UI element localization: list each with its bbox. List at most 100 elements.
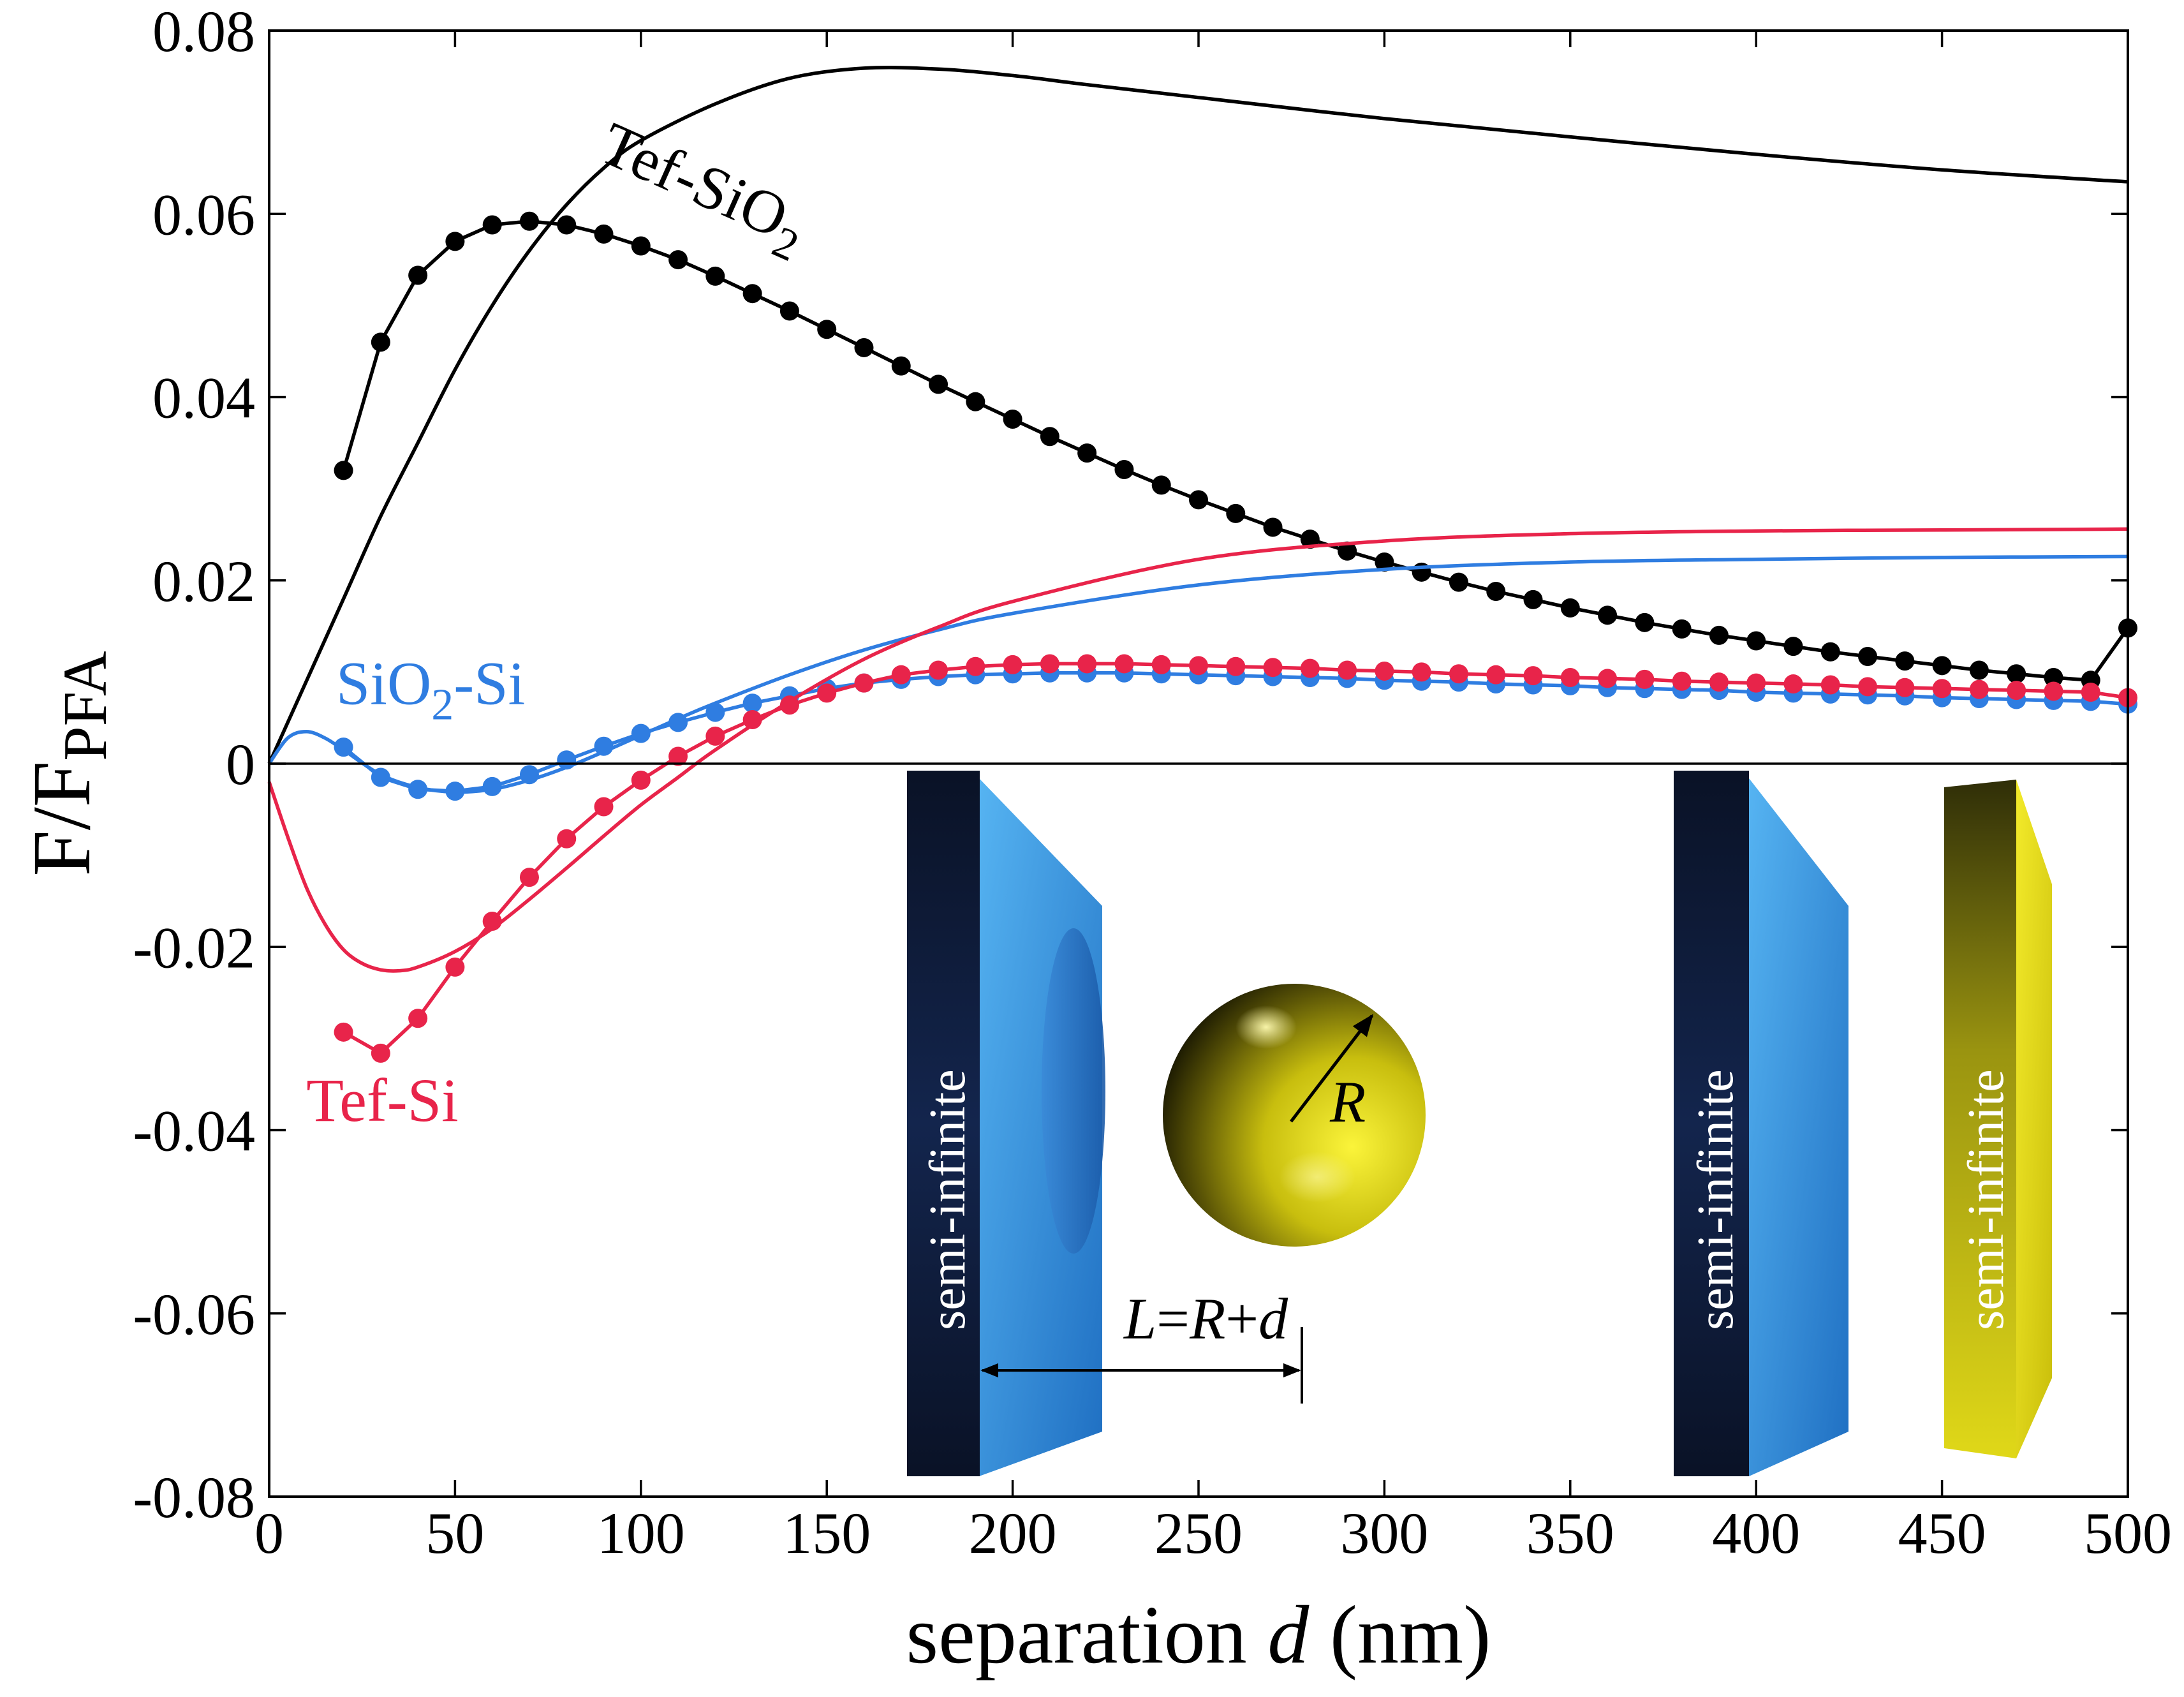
data-point: [334, 461, 353, 480]
data-point: [1560, 667, 1580, 687]
x-axis-label: separation d (nm): [906, 1589, 1491, 1681]
data-point: [1077, 443, 1097, 463]
data-point: [742, 693, 762, 713]
data-point: [1895, 678, 1915, 697]
data-point: [519, 868, 539, 887]
data-point: [929, 660, 948, 680]
series-label-tef_sio2: Tef-SiO2: [586, 109, 818, 272]
data-point: [705, 726, 725, 746]
sphere: R: [1163, 984, 1426, 1247]
y-tick-label: -0.04: [133, 1099, 255, 1164]
data-point: [1189, 490, 1208, 510]
distance-label: L=R+d: [1123, 1286, 1288, 1351]
data-point: [1114, 654, 1134, 674]
data-point: [1932, 679, 1952, 699]
data-point: [1003, 655, 1022, 674]
series-label-sio2_si: SiO2-Si: [336, 649, 525, 730]
data-point: [1598, 605, 1618, 625]
data-point: [1003, 409, 1022, 429]
middle-plate: semi-infinite: [1674, 771, 1848, 1476]
data-point: [2007, 681, 2026, 700]
data-point: [408, 1009, 428, 1028]
data-point: [1449, 664, 1468, 684]
left-plate-label: semi-infinite: [920, 1069, 976, 1330]
y-tick-label: 0.06: [152, 182, 255, 247]
data-point: [1189, 656, 1208, 676]
data-point: [1523, 589, 1543, 609]
x-tick-label: 0: [255, 1501, 284, 1566]
x-tick-label: 300: [1340, 1501, 1428, 1566]
x-tick-label: 400: [1712, 1501, 1800, 1566]
data-point: [779, 301, 799, 321]
data-point: [742, 284, 762, 304]
data-point: [1598, 669, 1618, 688]
middle-plate-label: semi-infinite: [1688, 1069, 1744, 1330]
data-point: [1969, 679, 1989, 699]
data-point: [557, 829, 577, 848]
data-point: [1783, 674, 1803, 694]
data-point: [1746, 673, 1766, 693]
y-axis-label: F/FPFA: [16, 651, 120, 876]
data-point: [1820, 642, 1840, 662]
series-annotations: Tef-SiO2 SiO2-Si Tef-Si: [306, 109, 818, 1135]
series-4: [267, 527, 2129, 973]
data-point: [966, 656, 985, 676]
data-point: [1226, 503, 1246, 523]
data-point: [1300, 658, 1320, 678]
series-line: [267, 66, 2129, 765]
data-point: [631, 723, 651, 743]
data-point: [929, 374, 948, 394]
data-point: [854, 673, 874, 693]
series-line: [341, 219, 2130, 683]
data-point: [1040, 654, 1059, 674]
series-layer: [267, 66, 2137, 1063]
data-point: [1709, 625, 1729, 645]
x-tick-label: 200: [969, 1501, 1057, 1566]
data-point: [334, 737, 353, 757]
data-point: [1375, 552, 1394, 572]
y-tick-label: 0.04: [152, 366, 255, 431]
left-plate: semi-infinite: [907, 771, 1105, 1476]
data-point: [519, 765, 539, 785]
data-point: [1746, 631, 1766, 651]
data-point: [631, 236, 651, 256]
data-point: [705, 702, 725, 722]
data-point: [1263, 517, 1283, 537]
data-point: [1635, 612, 1655, 632]
y-tick-label: -0.02: [133, 915, 255, 980]
data-point: [371, 332, 390, 352]
data-point: [1226, 656, 1246, 676]
series-0: [267, 66, 2129, 765]
series-line: [343, 662, 2129, 1055]
data-point: [482, 912, 502, 931]
y-tick-label: 0: [226, 732, 255, 797]
data-point: [371, 1043, 390, 1063]
data-point: [1820, 675, 1840, 695]
axis-tick-labels: 0 50 100 150 200 250 300 350 400 450 500 -0.08 -0.06…: [133, 0, 2172, 1566]
data-point: [705, 266, 725, 286]
data-point: [408, 780, 428, 799]
series-line: [267, 527, 2129, 973]
data-point: [1895, 651, 1915, 671]
data-point: [557, 215, 577, 235]
data-point: [1338, 660, 1357, 680]
y-tick-label: 0.08: [152, 0, 255, 64]
data-point: [1151, 475, 1171, 495]
data-point: [1560, 598, 1580, 618]
data-point: [482, 215, 502, 235]
series-1: [334, 211, 2137, 690]
data-point: [1709, 672, 1729, 692]
plot-area: 0 50 100 150 200 250 300 350 400 450 500 -0.08 -0.06…: [133, 0, 2172, 1566]
x-tick-label: 500: [2084, 1501, 2172, 1566]
x-tick-label: 450: [1898, 1501, 1986, 1566]
data-point: [1672, 619, 1692, 639]
data-point: [2007, 664, 2026, 684]
data-point: [668, 713, 688, 732]
data-point: [891, 665, 911, 685]
data-point: [2044, 667, 2063, 687]
data-point: [2044, 681, 2063, 701]
data-point: [1523, 666, 1543, 686]
right-plate-label: semi-infinite: [1958, 1069, 2014, 1330]
data-point: [1412, 662, 1431, 682]
data-point: [2081, 682, 2100, 702]
